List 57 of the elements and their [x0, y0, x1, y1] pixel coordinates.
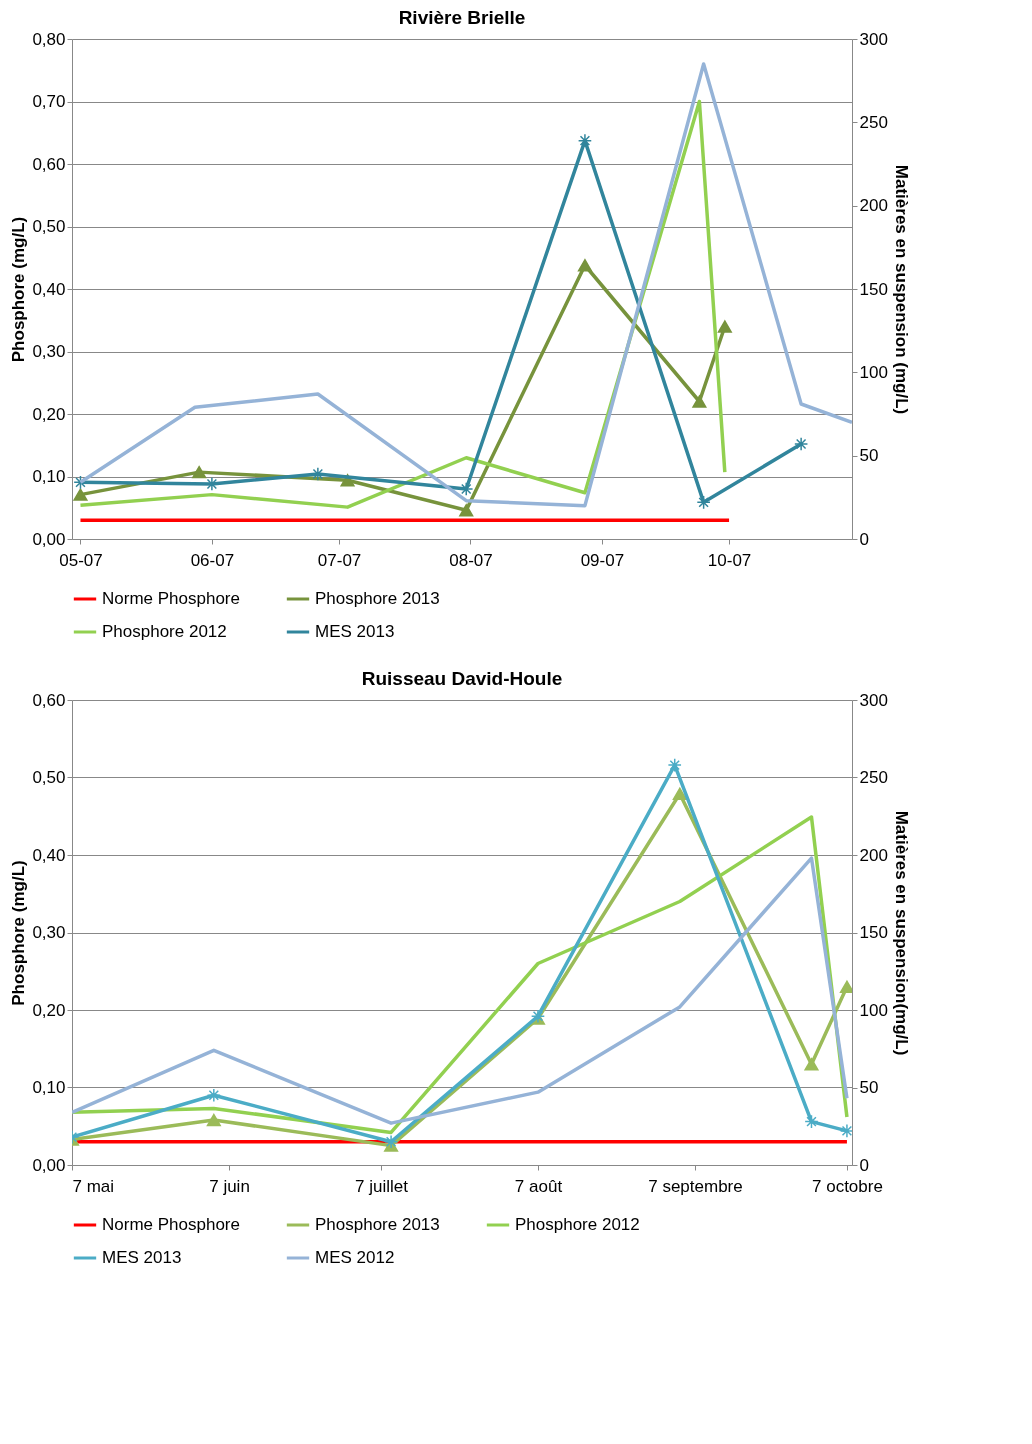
legend-label: Phosphore 2012 [102, 622, 227, 641]
y2-axis-title: Matières en suspension (mg/L) [891, 164, 911, 415]
y-tick-label: 0,20 [32, 1000, 66, 1020]
y2-tick-label: 100 [859, 362, 888, 382]
y2-tick-label: 150 [859, 923, 888, 942]
y2-tick-label: 100 [859, 1000, 888, 1020]
legend-label: Phosphore 2013 [315, 1215, 440, 1234]
chart-title: Rivière Brielle [398, 7, 526, 28]
y-tick-label: 0,00 [32, 1155, 66, 1175]
y2-tick-label: 200 [859, 845, 888, 865]
y2-axis-title: Matières en suspension(mg/L) [891, 810, 911, 1056]
x-tick-label: 7 juillet [355, 1176, 409, 1196]
x-tick-label: 7 juin [209, 1176, 250, 1196]
x-tick-label: 7 septembre [648, 1176, 743, 1196]
y2-tick-label: 0 [859, 529, 869, 549]
y-tick-label: 0,80 [32, 29, 66, 49]
y-tick-label: 0,40 [32, 845, 66, 865]
y-tick-label: 0,10 [32, 1078, 66, 1097]
x-tick-label: 10-07 [707, 550, 752, 570]
y-axis-title: Phosphore (mg/L) [9, 860, 29, 1006]
y2-tick-label: 150 [859, 279, 888, 299]
y-tick-label: 0,70 [32, 92, 66, 111]
x-tick-label: 7 mai [72, 1176, 115, 1196]
y-tick-label: 0,50 [32, 768, 66, 787]
legend-label: MES 2013 [102, 1248, 182, 1267]
y-tick-label: 0,20 [32, 404, 66, 424]
legend-label: Norme Phosphore [102, 589, 240, 608]
y-tick-label: 0,30 [32, 342, 66, 361]
y-tick-label: 0,10 [32, 467, 66, 486]
legend-label: MES 2013 [315, 622, 395, 641]
y2-tick-label: 200 [859, 196, 888, 216]
x-tick-label: 7 août [514, 1176, 563, 1196]
y2-tick-label: 300 [859, 29, 888, 49]
x-tick-label: 7 octobre [811, 1176, 883, 1196]
y2-tick-label: 250 [859, 112, 888, 132]
y-tick-label: 0,40 [32, 279, 66, 299]
y2-tick-label: 300 [859, 690, 888, 710]
y-tick-label: 0,00 [32, 529, 66, 549]
y2-tick-label: 250 [859, 768, 888, 787]
x-tick-label: 09-07 [580, 550, 625, 570]
y-axis-title: Phosphore (mg/L) [9, 216, 29, 363]
x-tick-label: 08-07 [449, 550, 493, 570]
x-tick-label: 06-07 [190, 550, 235, 570]
y2-tick-label: 50 [859, 446, 879, 466]
chart-title: Ruisseau David-Houle [361, 668, 563, 689]
y2-tick-label: 0 [859, 1155, 869, 1175]
legend-label: Phosphore 2013 [315, 589, 440, 608]
y-tick-label: 0,60 [32, 690, 66, 710]
legend-label: Phosphore 2012 [515, 1215, 640, 1234]
legend-label: Norme Phosphore [102, 1215, 240, 1234]
x-tick-label: 05-07 [59, 550, 103, 570]
y-tick-label: 0,30 [32, 923, 66, 942]
x-tick-label: 07-07 [317, 550, 362, 570]
y2-tick-label: 50 [859, 1078, 879, 1097]
y-tick-label: 0,50 [32, 217, 66, 236]
y-tick-label: 0,60 [32, 154, 66, 174]
legend-label: MES 2012 [315, 1248, 395, 1267]
